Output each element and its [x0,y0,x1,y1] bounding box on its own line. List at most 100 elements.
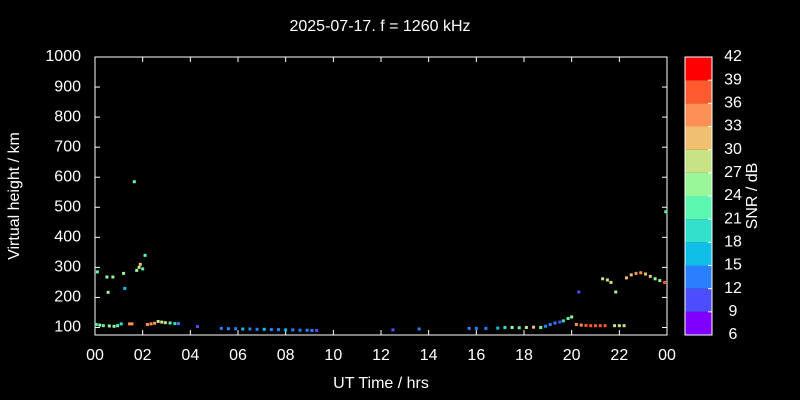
data-point [574,322,578,326]
data-point [305,328,309,332]
x-tick-label: 04 [181,347,199,364]
data-point [105,275,109,279]
colorbar-tick-label: 12 [724,280,742,297]
colorbar-tick-label: 15 [724,257,742,274]
data-point [517,326,521,330]
data-point [315,328,319,332]
data-point [156,319,160,323]
colorbar-tick-label: 33 [724,118,742,135]
colorbar-band [685,219,712,243]
data-point [145,322,149,326]
y-tick-label: 200 [54,289,81,306]
data-point [548,322,552,326]
data-point [130,322,134,326]
colorbar-tick-label: 30 [724,141,742,158]
data-point [543,324,547,328]
data-point [634,271,638,275]
x-tick-label: 10 [324,347,342,364]
data-point [624,276,628,280]
colorbar-tick-label: 21 [724,210,742,227]
data-point [195,325,199,329]
data-point [577,290,581,294]
data-point [119,322,123,326]
data-point [496,326,500,330]
data-point [589,324,593,328]
colorbar-band [685,311,712,335]
data-point [613,324,617,328]
data-point [553,321,557,325]
data-point [658,279,662,283]
data-point [255,327,259,331]
data-point [135,268,139,272]
colorbar-band [685,103,712,127]
x-tick-label: 06 [229,347,247,364]
data-point [510,325,514,329]
data-point [391,328,395,332]
y-tick-label: 500 [54,198,81,215]
data-point [558,320,562,324]
x-tick-label: 00 [86,347,104,364]
data-point [664,210,668,214]
colorbar-band [685,126,712,150]
data-point [532,325,536,329]
y-tick-label: 800 [54,108,81,125]
x-tick-label: 18 [515,347,533,364]
data-point [138,262,142,266]
data-point [112,324,116,328]
data-point [622,324,626,328]
colorbar-band [685,80,712,104]
y-tick-label: 400 [54,229,81,246]
y-tick-label: 1000 [45,48,81,65]
data-point [128,322,132,326]
data-point [566,316,570,320]
data-point [111,275,115,279]
data-point [163,321,167,325]
x-tick-label: 22 [610,347,628,364]
data-point [648,274,652,278]
data-point [219,326,223,330]
y-tick-label: 100 [54,319,81,336]
data-point [601,277,605,281]
x-tick-label: 14 [420,347,438,364]
data-point [617,324,621,328]
colorbar-band [685,265,712,289]
y-axis-label: Virtual height / km [6,132,23,260]
data-point [614,290,618,294]
data-point [579,323,583,327]
data-point [467,326,471,330]
colorbar-band [685,196,712,220]
data-point [98,323,102,327]
data-point [570,315,574,319]
data-point [474,326,478,330]
data-point [484,326,488,330]
data-point [116,324,120,328]
colorbar-band [685,149,712,173]
y-tick-label: 300 [54,259,81,276]
x-tick-label: 08 [277,347,295,364]
chart-title: 2025-07-17. f = 1260 kHz [289,18,470,35]
data-point [107,324,111,328]
data-point [160,320,164,324]
data-point [310,328,314,332]
data-point [594,324,597,328]
data-point [173,322,177,326]
x-tick-label: 02 [134,347,152,364]
data-point [94,322,98,326]
x-tick-label: 20 [563,347,581,364]
colorbar-tick-label: 24 [724,187,742,204]
x-tick-label: 00 [658,347,676,364]
data-point [101,324,105,328]
data-point [561,319,565,323]
colorbar-band [685,57,712,81]
data-point [95,270,99,274]
x-axis-label: UT Time / hrs [333,375,429,392]
data-point [176,322,180,326]
data-point [524,325,528,329]
data-point [284,328,288,332]
data-point [277,328,281,332]
colorbar-tick-label: 39 [724,71,742,88]
data-point [417,327,421,331]
x-tick-label: 12 [372,347,390,364]
data-point [653,277,657,281]
data-point [226,327,230,331]
